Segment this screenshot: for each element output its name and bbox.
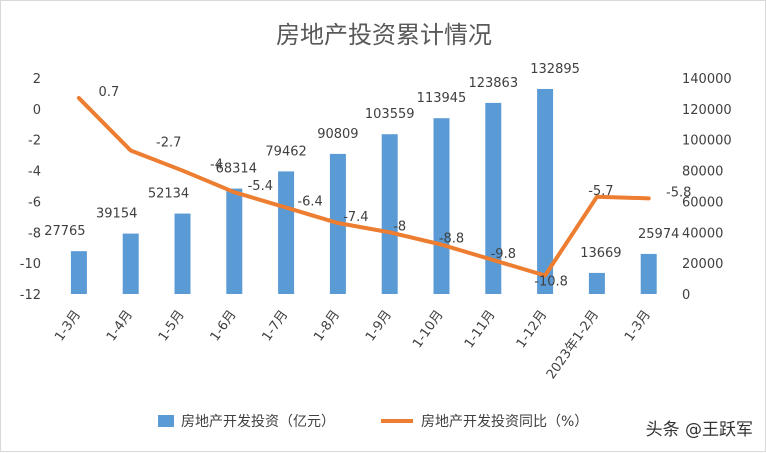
bar (640, 253, 657, 294)
bar-data-label: 113945 (417, 91, 467, 106)
chart-title: 房地产投资累计情况 (276, 21, 492, 49)
line-data-label: -9.8 (491, 247, 516, 262)
x-tick-label: 1-4月 (104, 308, 136, 345)
y-right-tick-label: 40000 (682, 226, 723, 241)
bar-series (70, 88, 657, 294)
bar (537, 88, 554, 294)
bar-data-label: 13669 (580, 246, 621, 261)
bar-data-label: 79462 (265, 144, 306, 159)
line-data-label: -6.4 (297, 195, 322, 210)
x-tick-label: 1-3月 (622, 308, 654, 345)
x-tick-label: 1-9月 (363, 308, 395, 345)
bar (174, 213, 191, 294)
legend: 房地产开发投资（亿元） 房地产开发投资同比（%） (158, 414, 588, 430)
y-right-tick-label: 140000 (682, 72, 732, 87)
y-right-tick-label: 120000 (682, 103, 732, 118)
y-axis-left: 2 0 -2 -4 -6 -8 -10 -12 (20, 72, 41, 303)
y-left-tick-label: 2 (33, 72, 41, 87)
bar-data-labels: 27765 39154 52134 68314 79462 90809 1035591139… (44, 62, 679, 261)
y-left-tick-label: 0 (33, 103, 41, 118)
line-data-label: 0.7 (99, 85, 120, 100)
bar-data-label: 90809 (317, 127, 358, 142)
y-left-tick-label: -8 (28, 226, 41, 241)
y-right-tick-label: 0 (682, 288, 690, 303)
line-data-label: -10.8 (534, 274, 568, 289)
x-tick-label: 1-5月 (156, 308, 188, 345)
bar (588, 272, 605, 294)
line-data-label: -4 (210, 158, 223, 173)
bar-data-label: 25974 (638, 227, 679, 242)
line-data-label: -5.8 (666, 185, 691, 200)
bar-data-label: 27765 (44, 224, 85, 239)
legend-swatch-bar (158, 415, 174, 427)
y-left-tick-label: -6 (28, 195, 41, 210)
bar (485, 102, 502, 294)
legend-label-bar: 房地产开发投资（亿元） (181, 414, 335, 430)
x-tick-label: 1-12月 (514, 308, 551, 351)
watermark: 头条 @王跃军 (646, 420, 753, 440)
y-left-tick-label: -10 (20, 257, 41, 272)
line-data-label: -5.4 (248, 179, 273, 194)
line-data-label: -5.7 (588, 184, 613, 199)
y-left-tick-label: -12 (20, 288, 41, 303)
y-right-tick-label: 80000 (682, 165, 723, 180)
bar-data-label: 123863 (468, 76, 518, 91)
y-right-tick-label: 100000 (682, 134, 732, 149)
line-path (76, 96, 651, 278)
bar (122, 233, 139, 294)
x-tick-label: 1-11月 (462, 308, 499, 351)
bar-data-label: 39154 (96, 207, 137, 222)
y-left-tick-label: -2 (28, 134, 41, 149)
bar (70, 251, 87, 294)
y-right-tick-label: 60000 (682, 195, 723, 210)
line-data-labels: 0.7 -2.7 -4 -5.4 -6.4 -7.4 -8 -8.8 -9.8 -10.8 -5.7… (99, 85, 692, 289)
x-tick-label: 1-8月 (311, 308, 343, 345)
bar-data-label: 132895 (530, 62, 580, 77)
line-data-label: -8.8 (439, 232, 464, 247)
line-data-label: -2.7 (156, 136, 181, 151)
x-tick-label: 2023年1-2月 (544, 308, 602, 382)
x-axis: 1-3月 1-4月 1-5月 1-6月 1-7月 1-8月 1-9月 1-10月 1-11月 1-… (52, 308, 654, 382)
bar (381, 134, 398, 294)
line-data-label: -7.4 (343, 210, 368, 225)
bar-data-label: 68314 (216, 162, 257, 177)
line-series (76, 96, 651, 278)
x-tick-label: 1-6月 (208, 308, 240, 345)
y-axis-right: 140000 120000 100000 80000 60000 40000 20000 0 (682, 72, 732, 303)
x-tick-label: 1-10月 (410, 308, 447, 351)
x-tick-label: 1-3月 (52, 308, 84, 345)
bar (226, 188, 243, 294)
y-right-tick-label: 20000 (682, 257, 723, 272)
x-tick-label: 1-7月 (259, 308, 291, 345)
bar-data-label: 52134 (148, 187, 189, 202)
bar (433, 118, 450, 294)
bar (278, 171, 295, 294)
legend-label-line: 房地产开发投资同比（%） (421, 414, 588, 430)
line-data-label: -8 (393, 219, 406, 234)
bar-data-label: 103559 (365, 107, 415, 122)
y-left-tick-label: -4 (28, 165, 41, 180)
